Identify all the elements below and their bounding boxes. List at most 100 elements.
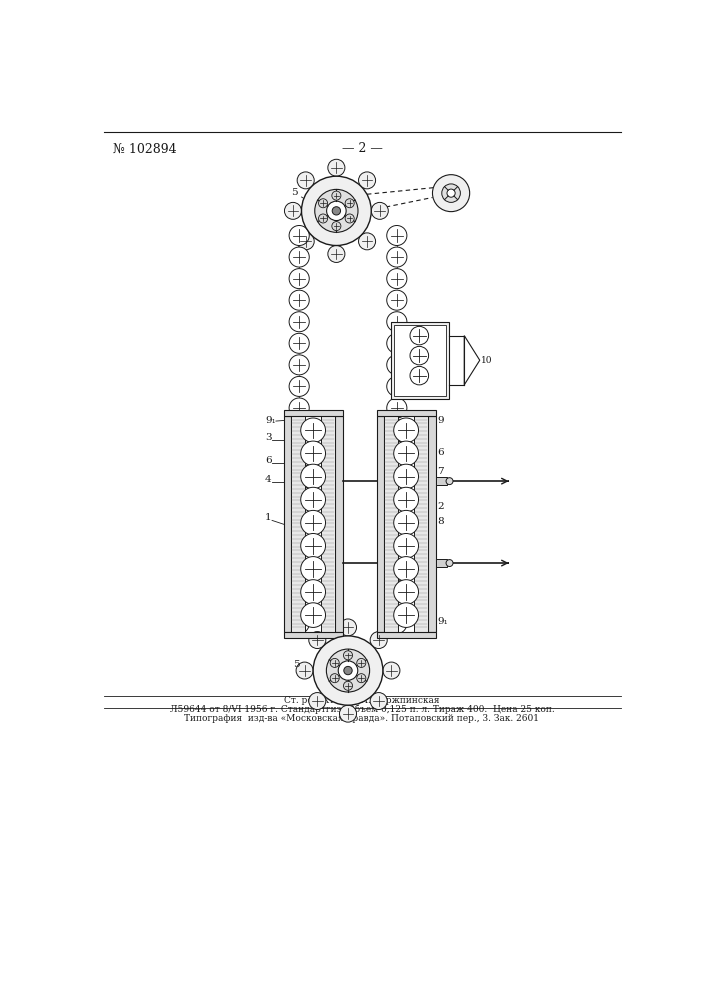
Circle shape (296, 662, 313, 679)
Circle shape (394, 533, 419, 558)
Circle shape (387, 247, 407, 267)
Circle shape (289, 549, 309, 569)
Bar (394, 325, 445, 396)
Circle shape (387, 290, 407, 310)
Circle shape (289, 592, 309, 612)
Text: 9₁: 9₁ (265, 416, 276, 425)
Circle shape (300, 580, 325, 604)
Circle shape (300, 533, 325, 558)
Circle shape (345, 199, 354, 208)
Circle shape (410, 366, 428, 385)
Bar (436, 477, 448, 485)
Circle shape (394, 510, 419, 535)
Text: 8: 8 (437, 517, 444, 526)
Circle shape (370, 632, 387, 649)
Circle shape (297, 172, 314, 189)
Circle shape (330, 674, 339, 683)
Text: 6: 6 (265, 456, 271, 465)
Circle shape (332, 222, 341, 231)
Circle shape (332, 191, 341, 200)
Bar (391, 322, 449, 399)
Circle shape (289, 355, 309, 375)
Circle shape (387, 312, 407, 332)
Circle shape (300, 487, 325, 512)
Circle shape (289, 614, 309, 634)
Circle shape (394, 580, 419, 604)
Circle shape (289, 506, 309, 526)
Circle shape (394, 441, 419, 466)
Circle shape (358, 233, 375, 250)
Circle shape (289, 312, 309, 332)
Text: — 2 —: — 2 — (341, 142, 382, 155)
Text: 4: 4 (265, 475, 271, 484)
Bar (377, 410, 436, 416)
Circle shape (394, 418, 419, 443)
Circle shape (319, 214, 327, 223)
Circle shape (289, 333, 309, 353)
Circle shape (330, 658, 339, 667)
Circle shape (387, 549, 407, 569)
Circle shape (371, 202, 388, 219)
Circle shape (387, 269, 407, 289)
Circle shape (387, 355, 407, 375)
Circle shape (446, 478, 453, 485)
Text: 9: 9 (437, 416, 444, 425)
Circle shape (289, 463, 309, 483)
Circle shape (387, 463, 407, 483)
Bar (284, 416, 291, 632)
Text: Л59644 от 8/VI 1956 г. Стандартгиз. Объем 0,125 п. л. Тираж 400.  Цена 25 коп.: Л59644 от 8/VI 1956 г. Стандартгиз. Объе… (170, 705, 554, 714)
Text: 5: 5 (291, 188, 298, 197)
Circle shape (387, 570, 407, 590)
Circle shape (394, 603, 419, 627)
Circle shape (289, 441, 309, 461)
Bar (436, 559, 448, 567)
Circle shape (327, 649, 370, 692)
Circle shape (319, 199, 327, 208)
Circle shape (358, 172, 375, 189)
Bar (377, 416, 385, 632)
Text: Типография  изд-ва «Московская правда». Потаповский пер., 3. Зак. 2601: Типография изд-ва «Московская правда». П… (185, 714, 539, 723)
Bar (284, 632, 343, 638)
Circle shape (300, 510, 325, 535)
Circle shape (387, 592, 407, 612)
Bar (377, 632, 436, 638)
Circle shape (284, 202, 301, 219)
Text: 2: 2 (437, 502, 444, 511)
Circle shape (344, 666, 352, 675)
Circle shape (370, 693, 387, 710)
Circle shape (339, 705, 356, 722)
Text: 9₁: 9₁ (437, 617, 448, 626)
Circle shape (387, 398, 407, 418)
Circle shape (289, 484, 309, 504)
Circle shape (289, 398, 309, 418)
Circle shape (315, 189, 358, 232)
Circle shape (387, 527, 407, 547)
Text: Ст. редактор А. А. Сержпинская: Ст. редактор А. А. Сержпинская (284, 696, 440, 705)
Circle shape (309, 693, 326, 710)
Circle shape (387, 333, 407, 353)
Circle shape (301, 176, 371, 246)
Circle shape (289, 269, 309, 289)
Circle shape (387, 376, 407, 396)
Circle shape (300, 464, 325, 489)
Circle shape (410, 346, 428, 365)
Text: 7: 7 (437, 467, 444, 476)
Bar (335, 416, 343, 632)
Circle shape (446, 560, 453, 567)
Bar (291, 416, 305, 632)
Circle shape (344, 651, 353, 660)
Circle shape (300, 603, 325, 627)
Circle shape (313, 636, 383, 705)
Circle shape (387, 225, 407, 246)
Circle shape (387, 441, 407, 461)
Circle shape (387, 420, 407, 440)
Circle shape (297, 233, 314, 250)
Circle shape (289, 290, 309, 310)
Circle shape (328, 246, 345, 262)
Text: 6: 6 (437, 448, 444, 457)
Circle shape (332, 207, 341, 215)
Circle shape (394, 557, 419, 581)
Circle shape (289, 247, 309, 267)
Text: 3: 3 (265, 433, 271, 442)
Circle shape (357, 658, 366, 667)
